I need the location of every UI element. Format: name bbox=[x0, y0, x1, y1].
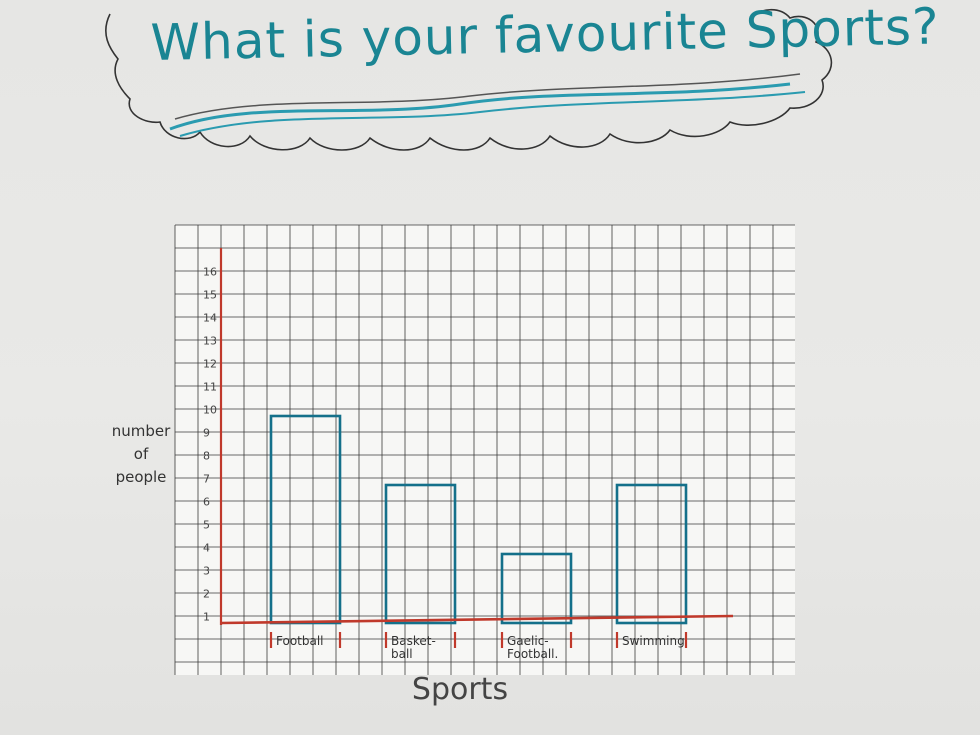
x-axis-line bbox=[220, 614, 734, 625]
category-label: ball bbox=[391, 647, 413, 661]
y-tick-label: 9 bbox=[203, 427, 210, 440]
category-label: Gaelic- bbox=[507, 634, 549, 648]
x-axis-label: Sports bbox=[411, 672, 509, 707]
y-axis-label: number of people bbox=[111, 422, 171, 486]
category-label: Football. bbox=[507, 647, 558, 661]
y-tick-label: 3 bbox=[203, 565, 210, 578]
y-tick-label: 14 bbox=[203, 312, 217, 325]
axes bbox=[219, 248, 734, 625]
graph-paper bbox=[175, 225, 795, 675]
title-cloud-border bbox=[105, 8, 833, 151]
category-label: Swimming bbox=[622, 634, 685, 648]
y-tick-label: 6 bbox=[203, 496, 210, 509]
bar-basket-ball bbox=[384, 483, 457, 625]
bar-gaelic-football bbox=[500, 552, 573, 625]
y-tick-label: 12 bbox=[203, 358, 217, 371]
y-tick-label: 16 bbox=[203, 266, 217, 279]
y-tick-label: 1 bbox=[203, 611, 210, 624]
y-tick-label: 11 bbox=[203, 381, 217, 394]
y-tick-label: 2 bbox=[203, 588, 210, 601]
grid-lines bbox=[174, 224, 795, 675]
y-tick-label: 5 bbox=[203, 519, 210, 532]
category-labels: Football Basket-ball Gaelic-Football. Swimm… bbox=[269, 632, 688, 661]
category-label: Football bbox=[276, 634, 324, 648]
y-tick-label: 4 bbox=[203, 542, 210, 555]
bar-swimming bbox=[615, 483, 688, 625]
y-tick-label: 10 bbox=[203, 404, 217, 417]
y-tick-label: 7 bbox=[203, 473, 210, 486]
category-label: Basket- bbox=[391, 634, 436, 648]
y-tick-label: 15 bbox=[203, 289, 217, 302]
y-tick-label: 13 bbox=[203, 335, 217, 348]
y-tick-label: 8 bbox=[203, 450, 210, 463]
